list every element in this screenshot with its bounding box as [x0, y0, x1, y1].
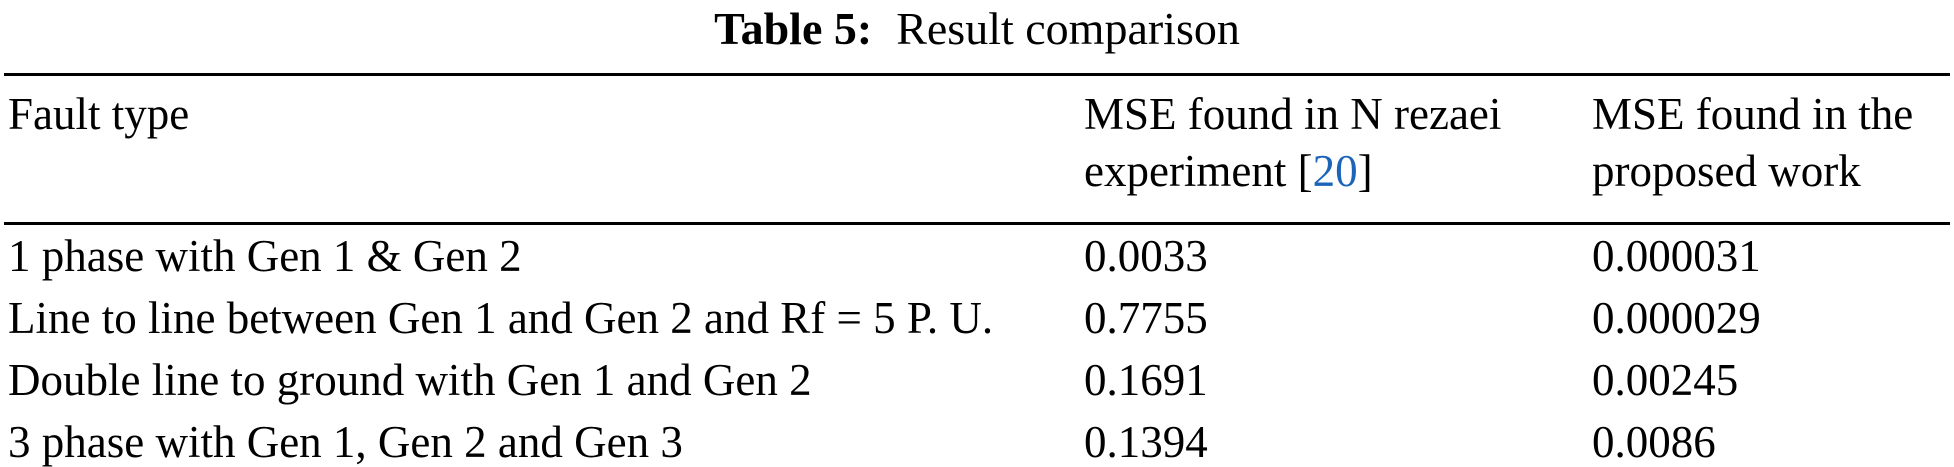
header-mse-rezaei-line2: experiment [20]: [1084, 143, 1592, 200]
cell-fault-type: Double line to ground with Gen 1 and Gen…: [8, 355, 812, 405]
cell-mse-proposed: 0.000029: [1592, 293, 1761, 343]
cell-fault-type: Line to line between Gen 1 and Gen 2 and…: [8, 293, 994, 343]
cell-mse-rezaei: 0.1691: [1084, 355, 1208, 405]
header-mse-rezaei-line2-prefix: experiment [: [1084, 146, 1313, 196]
table-row: 3 phase with Gen 1, Gen 2 and Gen 3 0.13…: [4, 411, 1950, 467]
table-row: Line to line between Gen 1 and Gen 2 and…: [4, 287, 1950, 349]
cell-fault-type: 3 phase with Gen 1, Gen 2 and Gen 3: [8, 417, 683, 467]
header-mse-proposed-line1: MSE found in the: [1592, 89, 1914, 139]
header-mse-rezaei-line2-suffix: ]: [1357, 146, 1373, 196]
table-header-row: Fault type MSE found in N rezaei experim…: [4, 75, 1950, 224]
citation-link-20[interactable]: 20: [1312, 146, 1358, 196]
cell-mse-proposed: 0.000031: [1592, 231, 1761, 281]
cell-mse-proposed: 0.0086: [1592, 417, 1716, 467]
header-fault-type: Fault type: [4, 75, 1084, 224]
table-caption: Table 5: Result comparison: [0, 0, 1954, 58]
results-table: Fault type MSE found in N rezaei experim…: [4, 73, 1950, 467]
table-caption-label: Table 5:: [714, 3, 873, 54]
cell-mse-rezaei: 0.0033: [1084, 231, 1208, 281]
header-mse-proposed: MSE found in the proposed work: [1592, 75, 1950, 224]
cell-mse-proposed: 0.00245: [1592, 355, 1739, 405]
header-mse-rezaei: MSE found in N rezaei experiment [20]: [1084, 75, 1592, 224]
header-mse-rezaei-line1: MSE found in N rezaei: [1084, 89, 1502, 139]
cell-mse-rezaei: 0.1394: [1084, 417, 1208, 467]
cell-mse-rezaei: 0.7755: [1084, 293, 1208, 343]
header-fault-type-label: Fault type: [8, 89, 190, 139]
table-row: Double line to ground with Gen 1 and Gen…: [4, 349, 1950, 411]
table-caption-text: Result comparison: [896, 3, 1240, 54]
header-mse-proposed-line2: proposed work: [1592, 146, 1861, 196]
table-row: 1 phase with Gen 1 & Gen 2 0.0033 0.0000…: [4, 224, 1950, 288]
cell-fault-type: 1 phase with Gen 1 & Gen 2: [8, 231, 522, 281]
